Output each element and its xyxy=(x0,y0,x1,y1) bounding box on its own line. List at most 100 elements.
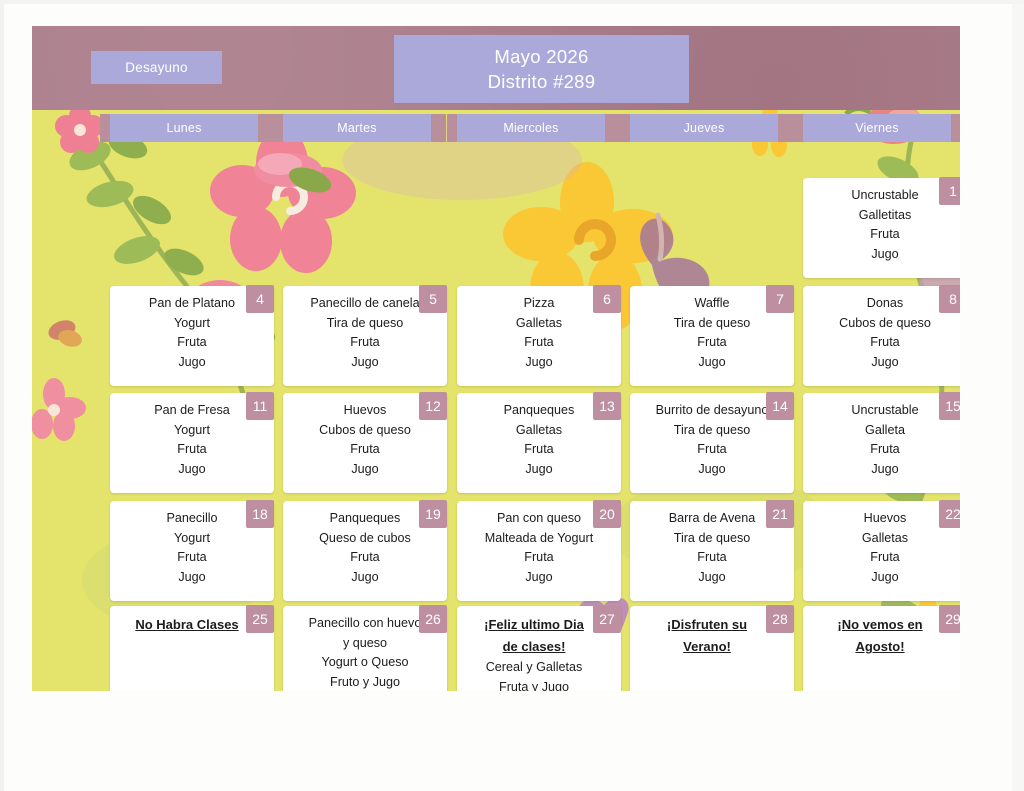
day-number-badge: 4 xyxy=(246,285,274,313)
menu-item: Cereal y Galletas xyxy=(485,660,583,674)
day-header-label: Jueves xyxy=(683,121,725,135)
day-number-badge: 11 xyxy=(246,392,274,420)
menu-item: Huevos xyxy=(863,511,907,525)
menu-item-list: Panqueques Queso de cubos Fruta Jugo xyxy=(283,509,447,587)
menu-item: Pan de Fresa xyxy=(154,403,230,417)
calendar-day-cell[interactable]: 21 Barra de Avena Tira de queso Fruta Jugo xyxy=(630,500,794,601)
menu-item: Pizza xyxy=(523,296,555,310)
calendar-day-cell[interactable]: 28 ¡Disfruten su Verano! xyxy=(630,605,794,691)
menu-item: Galleta xyxy=(865,422,905,437)
menu-item: Yogurt xyxy=(174,315,210,330)
menu-item-list: Huevos Cubos de queso Fruta Jugo xyxy=(283,401,447,479)
calendar-day-cell[interactable]: 5 Panecillo de canela Tira de queso Fruta Ju… xyxy=(283,285,447,386)
menu-item: Cubos de queso xyxy=(839,315,931,330)
menu-item: Jugo xyxy=(525,569,553,584)
menu-item-list: Panecillo de canela Tira de queso Fruta Jug… xyxy=(283,294,447,372)
menu-item: Jugo xyxy=(871,246,899,261)
menu-item: Jugo xyxy=(178,354,206,369)
menu-item: Galletitas xyxy=(858,207,912,222)
day-header-label: Martes xyxy=(337,121,377,135)
menu-item: Jugo xyxy=(178,569,206,584)
menu-item: Fruta y Jugo xyxy=(499,679,569,691)
menu-item: Fruta xyxy=(697,550,727,565)
month-year-text: Mayo 2026 xyxy=(494,45,589,67)
menu-item: Tira de queso xyxy=(673,530,751,545)
menu-item: Fruta xyxy=(177,550,207,565)
calendar-day-cell[interactable]: 20 Pan con queso Malteada de Yogurt Fruta Ju… xyxy=(457,500,621,601)
menu-item: Yogurt xyxy=(174,530,210,545)
menu-item: Yogurt o Queso xyxy=(321,655,409,670)
menu-item: Jugo xyxy=(871,461,899,476)
calendar-day-cell[interactable]: 15 Uncrustable Galleta Fruta Jugo xyxy=(803,392,960,493)
menu-item: Panecillo con huevo xyxy=(308,616,422,630)
calendar-day-cell[interactable]: 13 Panqueques Galletas Fruta Jugo xyxy=(457,392,621,493)
calendar-day-cell[interactable]: 29 ¡No vemos en Agosto! xyxy=(803,605,960,691)
calendar-day-cell[interactable]: 8 Donas Cubos de queso Fruta Jugo xyxy=(803,285,960,386)
calendar-day-cell[interactable]: 27 ¡Feliz ultimo Dia de clases! Cereal y G… xyxy=(457,605,621,691)
day-number-badge: 13 xyxy=(593,392,621,420)
day-number-badge: 20 xyxy=(593,500,621,528)
menu-item: Fruta xyxy=(697,335,727,350)
menu-item-list: Panqueques Galletas Fruta Jugo xyxy=(457,401,621,479)
day-number-badge: 8 xyxy=(939,285,960,313)
day-header-martes: Martes xyxy=(283,114,431,142)
calendar-day-cell[interactable]: 7 Waffle Tira de queso Fruta Jugo xyxy=(630,285,794,386)
menu-item: Fruta xyxy=(870,442,900,457)
day-number-badge: 5 xyxy=(419,285,447,313)
menu-item-list: ¡Disfruten su Verano! xyxy=(630,614,794,658)
calendar-day-cell[interactable]: 12 Huevos Cubos de queso Fruta Jugo xyxy=(283,392,447,493)
menu-item: Queso de cubos xyxy=(319,530,411,545)
calendar-day-cell[interactable]: 6 Pizza Galletas Fruta Jugo xyxy=(457,285,621,386)
menu-item-list: Panecillo Yogurt Fruta Jugo xyxy=(110,509,274,587)
menu-item: ¡Disfruten su Verano! xyxy=(666,617,748,654)
day-header-backing-martes: Martes xyxy=(273,114,446,142)
menu-item-list: Panecillo con huevo y queso Yogurt o Queso… xyxy=(283,614,447,691)
menu-item: Fruta xyxy=(350,442,380,457)
calendar-grid: 1 Uncrustable Galletitas Fruta Jugo 4 Pan de P… xyxy=(32,110,960,691)
menu-item: Fruta xyxy=(870,550,900,565)
menu-item: Galletas xyxy=(515,315,563,330)
menu-item: Jugo xyxy=(351,461,379,476)
day-number-badge: 26 xyxy=(419,605,447,633)
menu-item-list: Donas Cubos de queso Fruta Jugo xyxy=(803,294,960,372)
menu-item: Jugo xyxy=(351,569,379,584)
calendar-day-cell[interactable]: 1 Uncrustable Galletitas Fruta Jugo xyxy=(803,177,960,278)
calendar-day-cell[interactable]: 11 Pan de Fresa Yogurt Fruta Jugo xyxy=(110,392,274,493)
menu-item: Fruta xyxy=(524,442,554,457)
calendar-day-cell[interactable]: 19 Panqueques Queso de cubos Fruta Jugo xyxy=(283,500,447,601)
day-number-badge: 12 xyxy=(419,392,447,420)
menu-item-list: Uncrustable Galletitas Fruta Jugo xyxy=(803,186,960,264)
menu-item: No Habra Clases xyxy=(135,617,239,632)
menu-item: Fruta xyxy=(350,335,380,350)
menu-item: Galletas xyxy=(515,422,563,437)
calendar-day-cell[interactable]: 4 Pan de Platano Yogurt Fruta Jugo xyxy=(110,285,274,386)
day-number-badge: 21 xyxy=(766,500,794,528)
menu-item: Fruta xyxy=(350,550,380,565)
menu-item: Huevos xyxy=(343,403,387,417)
day-number-badge: 7 xyxy=(766,285,794,313)
calendar-body: Lunes Martes Miercoles Jueves Viernes 1 Uncru… xyxy=(32,110,960,691)
day-number-badge: 22 xyxy=(939,500,960,528)
calendar-sheet: Desayuno Mayo 2026 Distrito #289 xyxy=(32,26,960,691)
scan-edge-right xyxy=(1012,0,1024,791)
day-number-badge: 19 xyxy=(419,500,447,528)
calendar-day-cell[interactable]: 25 No Habra Clases xyxy=(110,605,274,691)
day-header-label: Miercoles xyxy=(503,121,559,135)
calendar-day-cell[interactable]: 18 Panecillo Yogurt Fruta Jugo xyxy=(110,500,274,601)
menu-item: Fruta xyxy=(177,442,207,457)
calendar-day-cell[interactable]: 26 Panecillo con huevo y queso Yogurt o Que… xyxy=(283,605,447,691)
calendar-day-cell[interactable]: 22 Huevos Galletas Fruta Jugo xyxy=(803,500,960,601)
calendar-day-cell[interactable]: 14 Burrito de desayuno Tira de queso Fruta J… xyxy=(630,392,794,493)
menu-item: Donas xyxy=(866,296,904,310)
day-number-badge: 29 xyxy=(939,605,960,633)
calendar-title: Mayo 2026 Distrito #289 xyxy=(394,35,689,103)
menu-item: Waffle xyxy=(694,296,730,310)
menu-item: Cubos de queso xyxy=(319,422,411,437)
menu-item: Fruta xyxy=(177,335,207,350)
menu-item: Panecillo xyxy=(166,511,218,525)
menu-item-list: ¡No vemos en Agosto! xyxy=(803,614,960,658)
menu-item: Jugo xyxy=(525,354,553,369)
menu-item: Jugo xyxy=(871,569,899,584)
meal-type-label: Desayuno xyxy=(91,51,222,84)
